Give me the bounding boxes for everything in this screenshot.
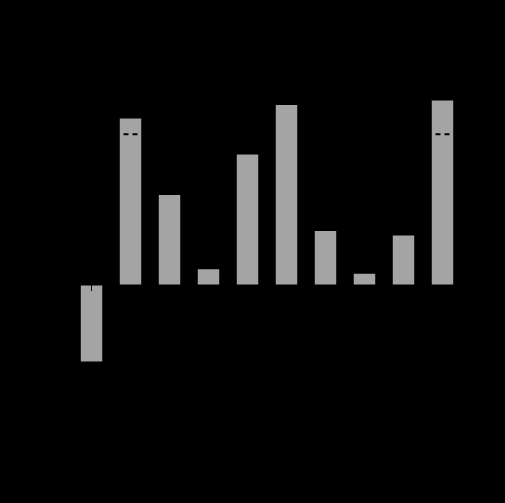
bar-D	[198, 269, 219, 285]
bar-E	[237, 155, 258, 286]
bar-A	[81, 285, 102, 362]
bar-C	[159, 195, 180, 285]
bar-chart	[0, 0, 505, 503]
bar-H	[354, 274, 375, 285]
bar-J	[432, 101, 453, 286]
bar-F	[276, 105, 297, 285]
bar-B	[120, 119, 141, 286]
bar-I	[393, 236, 414, 286]
bar-G	[315, 231, 336, 285]
